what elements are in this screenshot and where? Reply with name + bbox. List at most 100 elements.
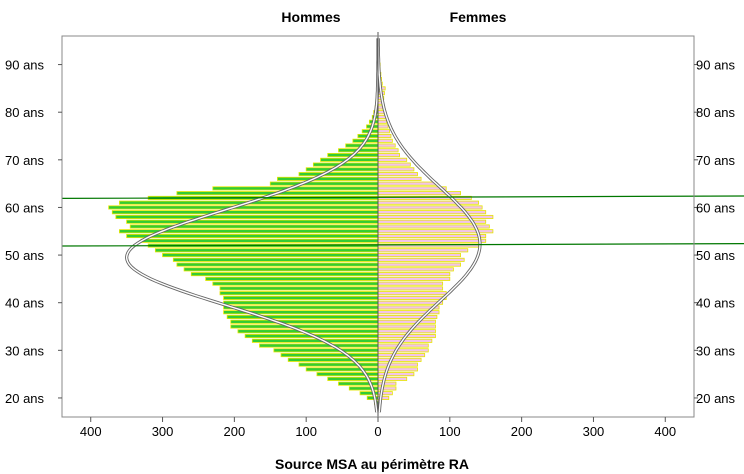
bar-femmes-71 — [377, 153, 400, 158]
bars-layer — [108, 38, 494, 405]
bar-hommes-65 — [269, 181, 379, 186]
bar-hommes-48 — [176, 262, 379, 267]
bar-femmes-46 — [377, 272, 451, 277]
normal-curves-layer — [124, 32, 482, 417]
bar-femmes-31 — [377, 343, 429, 348]
y-tick-label-right: 20 ans — [696, 391, 736, 406]
bar-hommes-49 — [172, 257, 379, 262]
bar-femmes-65 — [377, 181, 436, 186]
bar-femmes-68 — [377, 167, 415, 172]
y-tick-label-right: 60 ans — [696, 200, 736, 215]
bar-hommes-59 — [111, 210, 379, 215]
bar-hommes-36 — [230, 319, 379, 324]
bar-hommes-50 — [162, 253, 379, 258]
bar-femmes-64 — [377, 186, 447, 191]
bar-femmes-43 — [377, 286, 444, 291]
bar-femmes-42 — [377, 291, 447, 296]
bar-hommes-58 — [115, 214, 379, 219]
reference-line-2 — [61, 243, 744, 247]
bar-hommes-45 — [205, 276, 379, 281]
y-tick-label-left: 40 ans — [5, 296, 45, 311]
bar-femmes-28 — [377, 357, 422, 362]
bar-hommes-60 — [108, 205, 379, 210]
bar-femmes-53 — [377, 238, 487, 243]
bar-femmes-23 — [377, 381, 397, 386]
axes-layer: 400 300 200 100 0 100 200 300 400 20 ans 20 ans 30 … — [5, 58, 736, 439]
bar-hommes-47 — [183, 267, 379, 272]
x-tick-label: 100 — [295, 424, 317, 439]
bar-hommes-44 — [212, 281, 379, 286]
x-tick-label: 0 — [374, 424, 381, 439]
y-tick-label-right: 80 ans — [696, 105, 736, 120]
left-gender-title: Hommes — [281, 9, 340, 25]
bar-femmes-45 — [377, 276, 451, 281]
bar-femmes-78 — [377, 119, 388, 124]
bar-femmes-69 — [377, 162, 411, 167]
bar-femmes-41 — [377, 295, 447, 300]
bar-hommes-51 — [154, 248, 379, 253]
y-tick-label-left: 70 ans — [5, 153, 45, 168]
x-tick-label: 100 — [439, 424, 461, 439]
bar-hommes-42 — [219, 291, 379, 296]
bar-hommes-67 — [298, 172, 379, 177]
bar-femmes-60 — [377, 205, 483, 210]
bar-femmes-48 — [377, 262, 461, 267]
x-tick-label: 200 — [511, 424, 533, 439]
x-tick-label: 300 — [152, 424, 174, 439]
bar-femmes-25 — [377, 372, 415, 377]
y-tick-label-right: 40 ans — [696, 296, 736, 311]
bar-hommes-30 — [273, 348, 379, 353]
bar-femmes-49 — [377, 257, 465, 262]
bar-hommes-41 — [223, 295, 379, 300]
bar-femmes-75 — [377, 133, 392, 139]
y-tick-label-right: 90 ans — [696, 58, 736, 73]
y-tick-label-right: 50 ans — [696, 248, 736, 263]
bar-femmes-56 — [377, 224, 490, 229]
bar-femmes-67 — [377, 172, 418, 177]
bar-hommes-25 — [316, 372, 379, 377]
x-tick-label: 400 — [654, 424, 676, 439]
bar-hommes-32 — [251, 338, 379, 343]
bar-femmes-36 — [377, 319, 436, 324]
bar-femmes-47 — [377, 267, 454, 272]
y-tick-label-left: 50 ans — [5, 248, 45, 263]
bar-femmes-24 — [377, 376, 408, 381]
normal-curve-femmes — [377, 38, 481, 413]
bar-hommes-31 — [259, 343, 379, 348]
y-tick-label-left: 30 ans — [5, 343, 45, 358]
bar-hommes-54 — [126, 234, 379, 239]
x-tick-label: 300 — [583, 424, 605, 439]
bar-femmes-44 — [377, 281, 444, 286]
bar-femmes-70 — [377, 157, 408, 162]
bar-femmes-26 — [377, 367, 418, 372]
bar-hommes-66 — [277, 176, 379, 181]
bar-femmes-51 — [377, 248, 469, 253]
y-tick-label-left: 20 ans — [5, 391, 45, 406]
y-tick-label-left: 60 ans — [5, 200, 45, 215]
x-tick-label: 200 — [224, 424, 246, 439]
bar-femmes-50 — [377, 253, 461, 258]
bar-femmes-76 — [377, 129, 390, 134]
bar-hommes-68 — [305, 167, 379, 172]
x-axis-label: Source MSA au périmètre RA — [275, 456, 469, 472]
bar-femmes-74 — [377, 138, 393, 143]
bar-hommes-29 — [280, 353, 379, 358]
normal-curve-hommes — [125, 38, 379, 413]
bar-hommes-27 — [298, 362, 379, 367]
right-gender-title: Femmes — [450, 9, 507, 25]
bar-femmes-58 — [377, 214, 494, 219]
bar-hommes-35 — [230, 324, 379, 329]
bar-femmes-61 — [377, 200, 479, 205]
y-tick-label-left: 80 ans — [5, 105, 45, 120]
bar-hommes-26 — [305, 367, 379, 372]
bar-hommes-53 — [140, 238, 379, 243]
bar-femmes-37 — [377, 314, 438, 320]
bar-femmes-29 — [377, 353, 426, 358]
bar-femmes-77 — [377, 124, 389, 129]
bar-hommes-37 — [226, 314, 379, 320]
bar-hommes-43 — [219, 286, 379, 291]
bar-femmes-73 — [377, 143, 396, 148]
bar-femmes-57 — [377, 219, 487, 224]
bar-hommes-46 — [190, 272, 379, 277]
